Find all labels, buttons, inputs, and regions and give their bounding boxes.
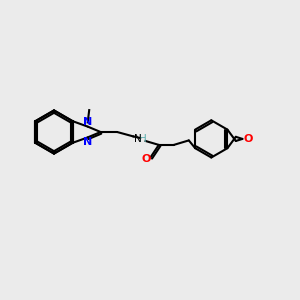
- Text: O: O: [243, 134, 253, 144]
- Text: N: N: [83, 136, 93, 147]
- Text: N: N: [134, 134, 142, 145]
- Text: N: N: [83, 117, 93, 128]
- Text: H: H: [139, 134, 147, 145]
- Text: O: O: [142, 154, 151, 164]
